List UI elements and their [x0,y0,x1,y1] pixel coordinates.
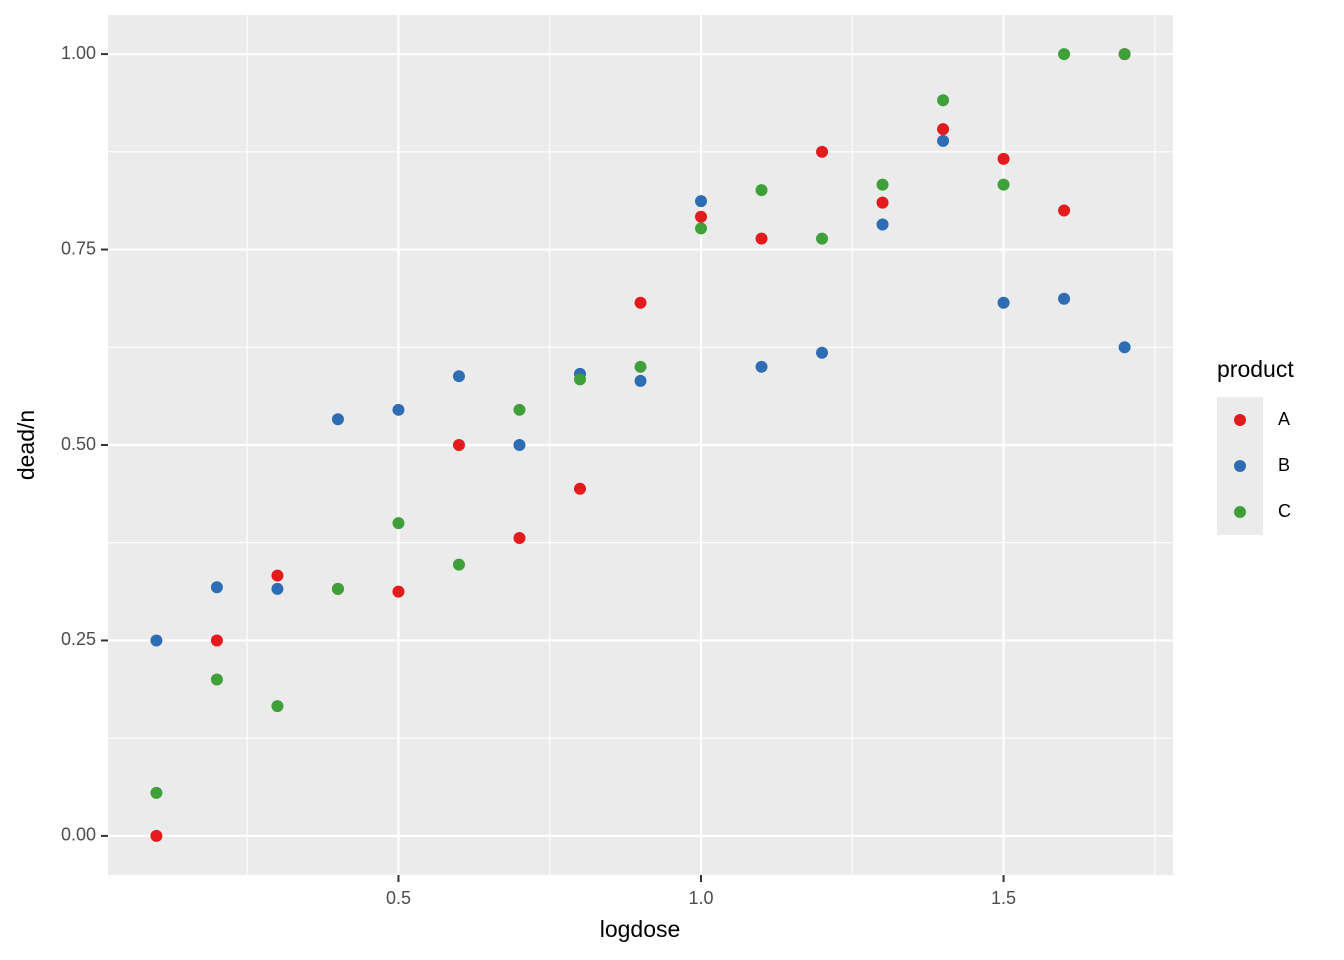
point [271,582,284,595]
point [816,346,829,359]
point [271,569,284,582]
point [937,134,950,147]
point [876,218,889,231]
point [1058,48,1071,61]
point [271,700,284,713]
point [392,517,405,530]
legend-title: product [1217,356,1294,382]
legend-label: C [1278,501,1291,521]
point [997,152,1010,165]
point [210,673,223,686]
point [513,403,526,416]
x-tick-label: 1.0 [688,888,713,908]
point [210,581,223,594]
point [695,195,708,208]
point [150,786,163,799]
legend-label: A [1278,409,1290,429]
point [573,482,586,495]
point [210,634,223,647]
point [392,403,405,416]
point [331,413,344,426]
point [937,94,950,107]
y-tick-label: 0.00 [61,825,96,845]
y-axis-title: dead/n [13,410,39,480]
legend-marker [1234,414,1246,426]
point [634,360,647,373]
point [513,439,526,451]
point [452,370,465,383]
point [937,123,950,136]
y-tick-label: 0.25 [61,629,96,649]
point [816,145,829,158]
point [452,439,465,451]
legend-label: B [1278,455,1290,475]
point [634,296,647,309]
point [452,558,465,571]
point [150,634,163,647]
x-axis-title: logdose [600,916,681,942]
legend-marker [1234,506,1246,518]
point [755,360,768,373]
x-tick-label: 1.5 [991,888,1016,908]
point [1058,292,1071,305]
point [1118,48,1131,61]
y-tick-label: 0.75 [61,238,96,258]
point [1058,204,1071,217]
point [876,178,889,191]
point [331,582,344,595]
y-tick-label: 1.00 [61,43,96,63]
point [1118,341,1131,354]
x-tick-label: 0.5 [386,888,411,908]
point [997,296,1010,309]
point [150,829,163,842]
point [755,184,768,197]
y-tick-label: 0.50 [61,434,96,454]
legend-marker [1234,460,1246,472]
point [695,222,708,235]
point [695,210,708,223]
point [392,585,405,598]
point [755,232,768,245]
point [997,178,1010,191]
point [573,373,586,386]
point [816,232,829,245]
point [513,532,526,545]
point [876,196,889,209]
point [634,374,647,387]
